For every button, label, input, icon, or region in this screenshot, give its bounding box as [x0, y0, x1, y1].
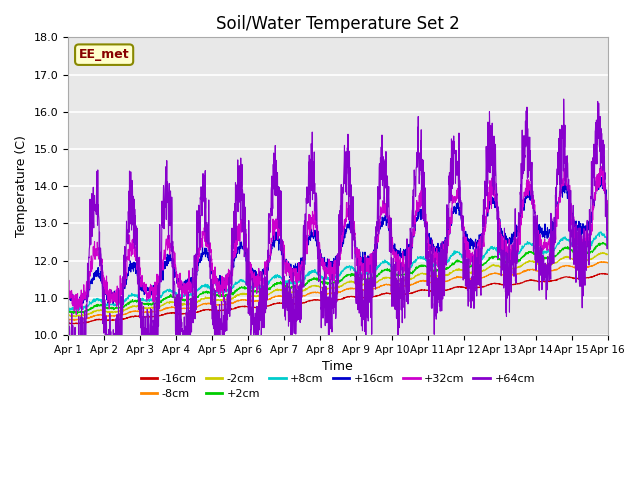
+8cm — [365, 271, 373, 276]
-8cm — [495, 271, 502, 277]
+64cm — [560, 96, 568, 102]
+2cm — [572, 250, 579, 256]
+8cm — [596, 229, 604, 235]
Line: +32cm: +32cm — [68, 166, 608, 314]
-2cm — [64, 312, 72, 318]
+32cm — [354, 260, 362, 265]
+32cm — [64, 276, 72, 281]
+2cm — [495, 256, 502, 262]
-16cm — [354, 294, 362, 300]
Y-axis label: Temperature (C): Temperature (C) — [15, 135, 28, 237]
-2cm — [604, 252, 612, 257]
+16cm — [365, 255, 373, 261]
-8cm — [598, 259, 605, 264]
Line: +64cm: +64cm — [68, 99, 608, 420]
Line: +2cm: +2cm — [68, 242, 608, 314]
-8cm — [572, 265, 579, 271]
-16cm — [67, 321, 75, 327]
-2cm — [68, 314, 76, 320]
+2cm — [215, 293, 223, 299]
+8cm — [556, 239, 564, 244]
Line: -8cm: -8cm — [68, 262, 608, 320]
+32cm — [215, 283, 223, 289]
+16cm — [596, 173, 604, 179]
-8cm — [604, 260, 612, 266]
Line: +8cm: +8cm — [68, 232, 608, 311]
+2cm — [556, 248, 564, 254]
+64cm — [604, 236, 612, 241]
+8cm — [572, 244, 579, 250]
-2cm — [556, 257, 564, 263]
-8cm — [365, 286, 373, 292]
+16cm — [572, 225, 579, 230]
+2cm — [365, 275, 373, 281]
Line: -16cm: -16cm — [68, 274, 608, 324]
+16cm — [354, 254, 362, 260]
+8cm — [215, 289, 223, 295]
-8cm — [354, 287, 362, 292]
+8cm — [495, 250, 502, 256]
-2cm — [572, 258, 579, 264]
+2cm — [74, 311, 81, 317]
+32cm — [556, 188, 564, 194]
Legend: -16cm, -8cm, -2cm, +2cm, +8cm, +16cm, +32cm, +64cm: -16cm, -8cm, -2cm, +2cm, +8cm, +16cm, +3… — [136, 370, 540, 404]
-16cm — [572, 276, 579, 281]
+64cm — [354, 255, 362, 261]
-16cm — [64, 320, 72, 326]
-2cm — [495, 264, 502, 269]
+2cm — [599, 240, 607, 245]
+16cm — [215, 280, 223, 286]
+64cm — [215, 333, 223, 339]
+32cm — [72, 312, 80, 317]
-16cm — [215, 307, 223, 313]
+32cm — [597, 163, 605, 169]
+64cm — [64, 343, 72, 349]
+32cm — [365, 263, 373, 269]
+16cm — [64, 291, 72, 297]
+32cm — [572, 235, 579, 240]
+2cm — [64, 308, 72, 313]
-2cm — [215, 297, 223, 302]
+8cm — [604, 236, 612, 241]
-8cm — [64, 317, 72, 323]
-16cm — [556, 276, 564, 281]
+32cm — [495, 208, 502, 214]
+64cm — [495, 229, 502, 235]
-2cm — [598, 250, 606, 255]
+8cm — [354, 270, 362, 276]
-8cm — [70, 317, 78, 323]
-8cm — [556, 264, 564, 270]
-16cm — [495, 281, 502, 287]
+2cm — [604, 243, 612, 249]
+16cm — [495, 216, 502, 222]
-2cm — [354, 281, 362, 287]
+32cm — [604, 198, 612, 204]
Line: +16cm: +16cm — [68, 176, 608, 305]
+64cm — [365, 279, 373, 285]
Line: -2cm: -2cm — [68, 252, 608, 317]
-16cm — [598, 271, 606, 276]
-8cm — [215, 302, 223, 308]
Text: EE_met: EE_met — [79, 48, 129, 61]
-16cm — [604, 271, 612, 277]
+16cm — [74, 302, 82, 308]
+16cm — [556, 192, 564, 198]
+2cm — [354, 274, 362, 279]
-16cm — [365, 294, 373, 300]
X-axis label: Time: Time — [323, 360, 353, 373]
+8cm — [64, 303, 72, 309]
+8cm — [66, 308, 74, 313]
+64cm — [556, 193, 564, 199]
+16cm — [604, 207, 612, 213]
-2cm — [365, 281, 373, 287]
Title: Soil/Water Temperature Set 2: Soil/Water Temperature Set 2 — [216, 15, 460, 33]
+64cm — [572, 266, 579, 272]
+64cm — [75, 417, 83, 422]
